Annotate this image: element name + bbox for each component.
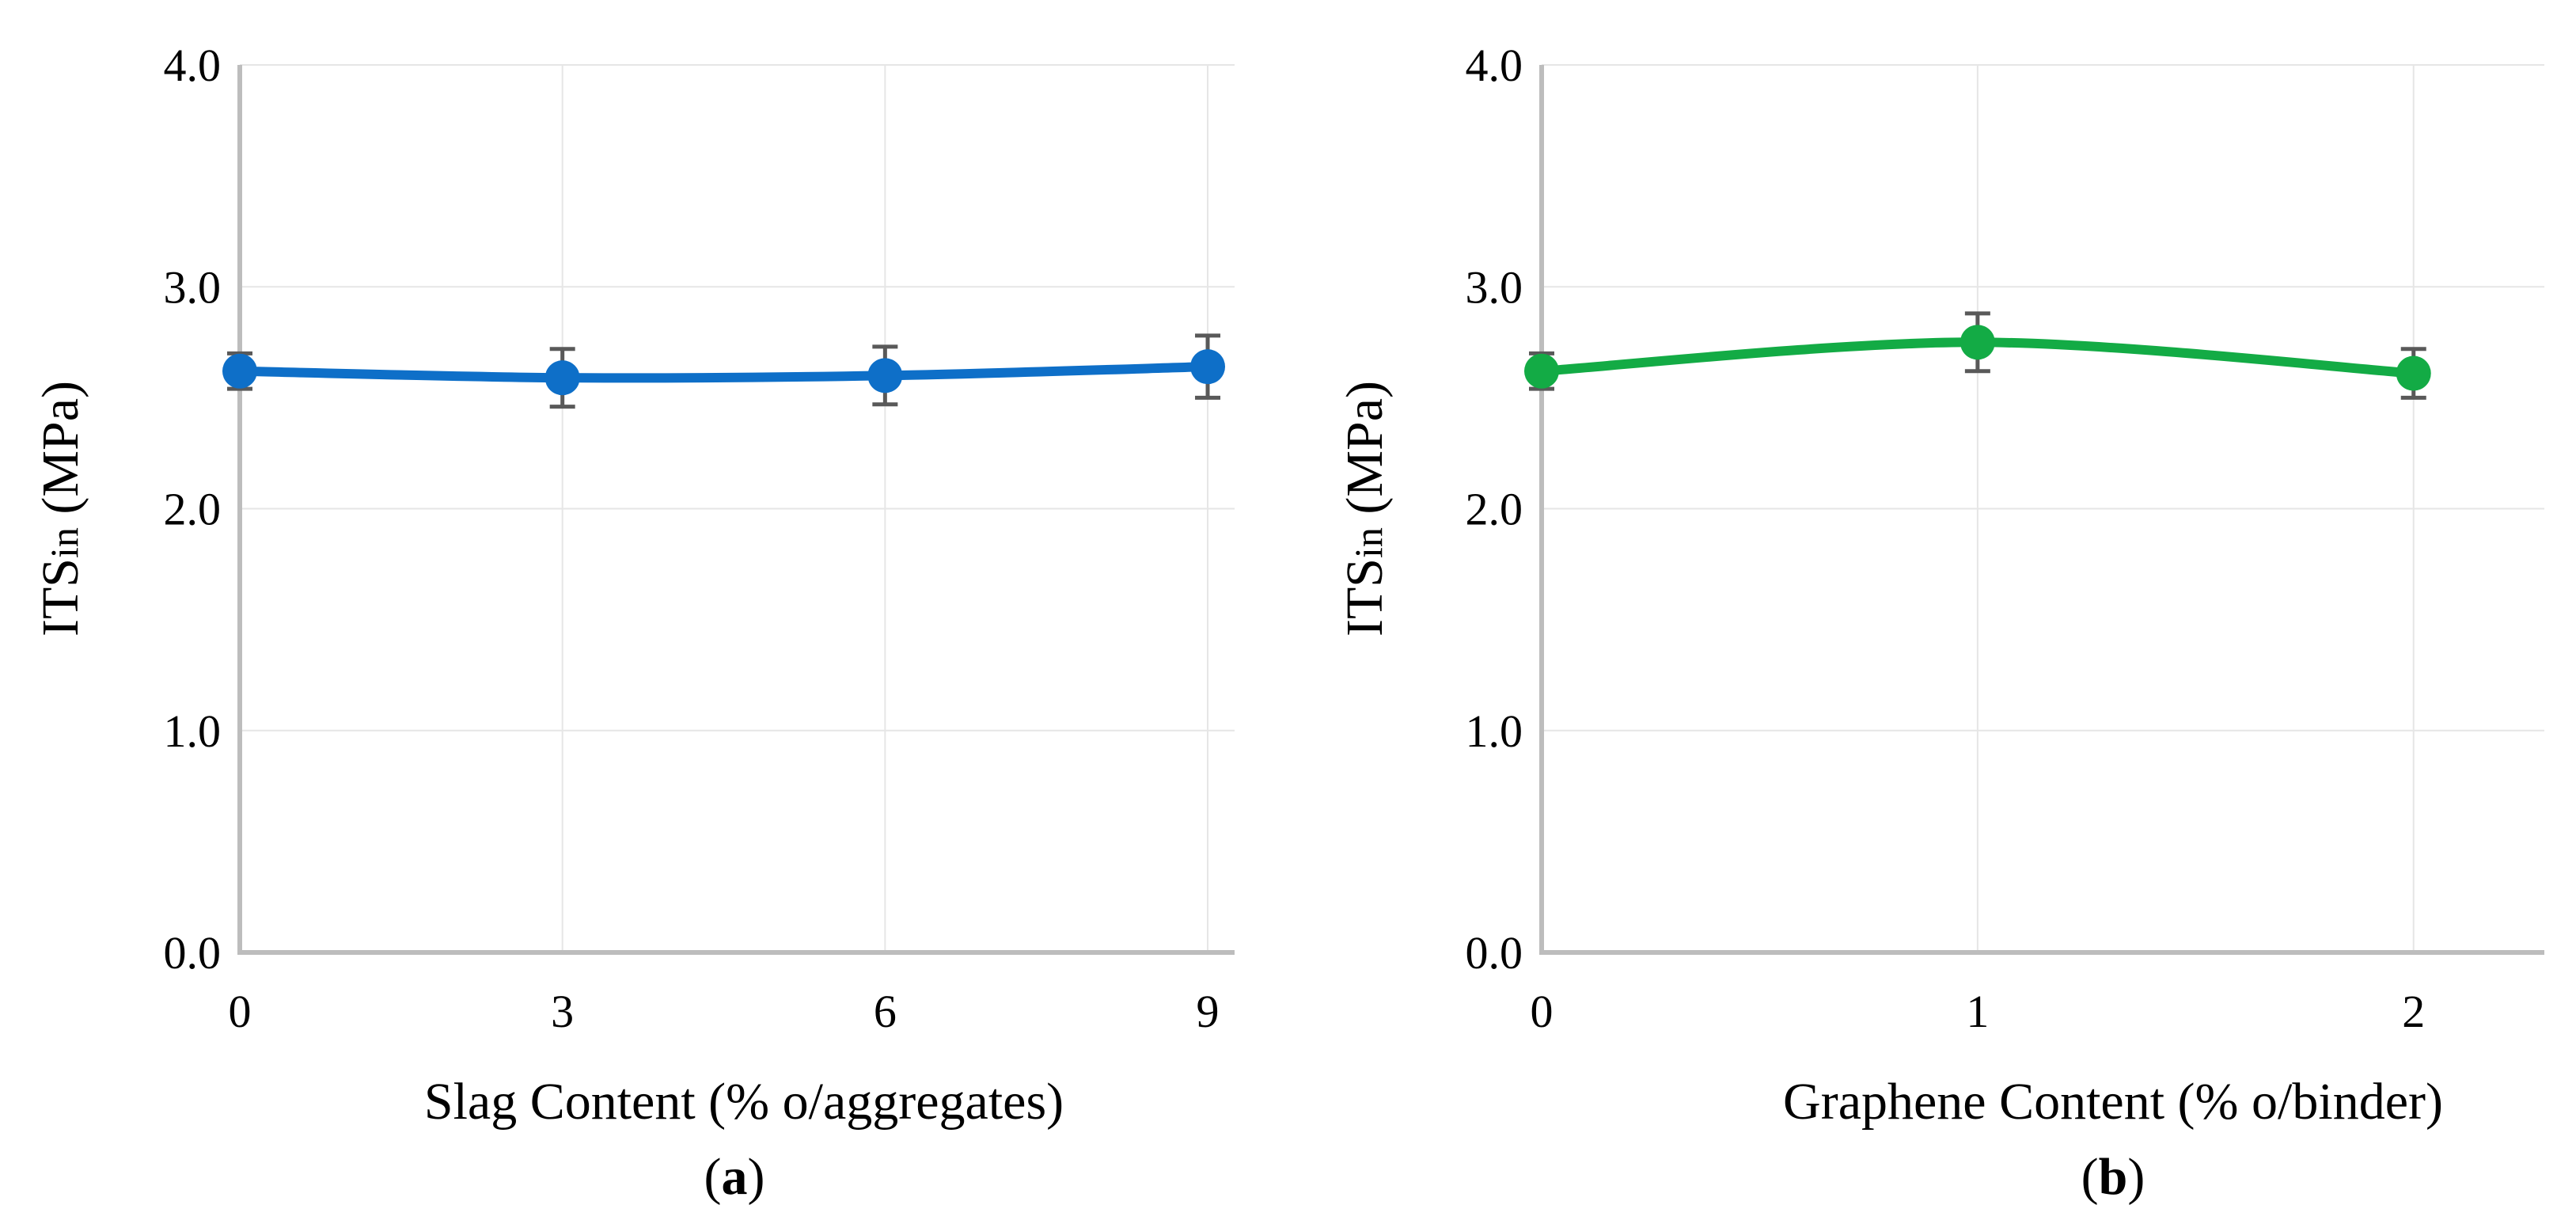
panel-label: (a): [704, 1148, 765, 1206]
x-axis-title: Graphene Content (% o/binder): [1783, 1073, 2443, 1131]
y-axis-title-unit: (MPa): [1336, 381, 1394, 527]
data-point: [867, 358, 903, 393]
panel-label-open: (: [2081, 1148, 2099, 1206]
y-axis-title: ITSin (MPa): [1336, 381, 1394, 637]
x-axis-title: Slag Content (% o/aggregates): [424, 1073, 1064, 1131]
panel-label: (b): [2081, 1148, 2145, 1206]
panel-label-letter: b: [2099, 1148, 2128, 1206]
y-tick-label: 0.0: [164, 927, 222, 979]
y-tick-label: 3.0: [1466, 261, 1523, 313]
series-line: [235, 362, 1213, 383]
data-point: [1524, 353, 1559, 389]
y-axis-title-unit: (MPa): [32, 381, 89, 527]
x-tick-label: 1: [1966, 986, 1989, 1037]
data-point: [1190, 349, 1226, 385]
y-tick-label: 4.0: [164, 40, 222, 91]
y-tick-label: 2.0: [164, 484, 222, 535]
x-tick-label: 3: [551, 986, 574, 1037]
panel-label-close: ): [2127, 1148, 2145, 1206]
y-tick-label: 1.0: [1466, 705, 1523, 757]
y-tick-label: 0.0: [1466, 927, 1523, 979]
data-point: [222, 353, 257, 389]
chart-panel-a: 0.0 1.0 2.0 3.0 4.0 0 3 6 9 Slag Content (% o/agg…: [32, 40, 1235, 1206]
panel-label-letter: a: [722, 1148, 748, 1206]
data-point: [2396, 355, 2431, 391]
y-tick-label: 4.0: [1466, 40, 1523, 91]
y-axis-title-main: ITS: [32, 558, 89, 637]
x-tick-label: 9: [1197, 986, 1220, 1037]
y-tick-label: 2.0: [1466, 484, 1523, 535]
x-tick-label: 0: [1531, 986, 1554, 1037]
x-tick-label: 0: [229, 986, 252, 1037]
y-axis-title: ITSin (MPa): [32, 381, 89, 637]
x-tick-label: 2: [2402, 986, 2425, 1037]
y-axis-title-subscript: in: [1346, 527, 1390, 558]
y-tick-label: 3.0: [164, 261, 222, 313]
x-tick-label: 6: [874, 986, 897, 1037]
y-axis-title-main: ITS: [1336, 558, 1394, 637]
chart-panel-b: 0.0 1.0 2.0 3.0 4.0 0 1 2 Graphene Content (% o/…: [1336, 40, 2544, 1206]
panel-label-close: ): [748, 1148, 765, 1206]
data-point: [1960, 325, 1995, 360]
data-point: [544, 360, 580, 396]
y-tick-label: 1.0: [164, 705, 222, 757]
panel-label-open: (: [704, 1148, 722, 1206]
y-axis-title-subscript: in: [42, 527, 86, 558]
